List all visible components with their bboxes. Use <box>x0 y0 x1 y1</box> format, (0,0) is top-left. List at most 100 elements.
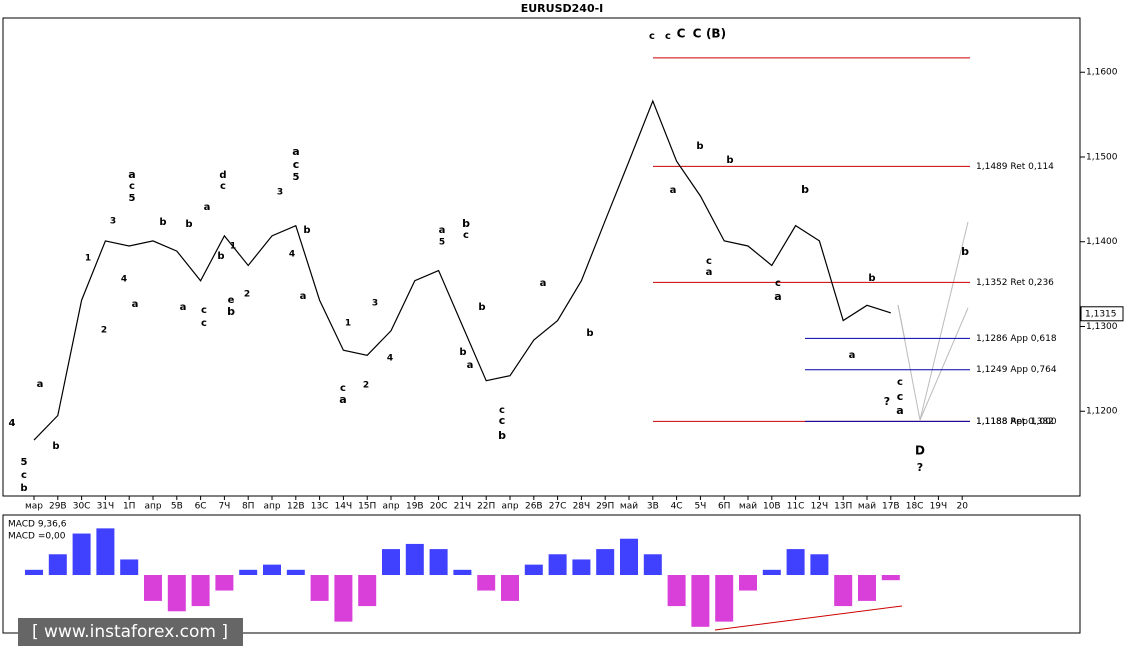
wave-label: c <box>463 230 469 241</box>
wave-label: 2 <box>244 290 250 300</box>
wave-label: 3 <box>277 188 283 198</box>
wave-label: b <box>185 219 192 230</box>
macd-bar <box>286 569 305 575</box>
price-line <box>33 99 891 441</box>
macd-bar <box>382 549 400 575</box>
x-tick-label: 15П <box>358 502 376 512</box>
x-tick-label: 14Ч <box>335 502 353 512</box>
watermark: [ www.instaforex.com ] <box>32 622 228 642</box>
wave-label: b <box>696 141 703 152</box>
x-tick-label: 29В <box>49 502 67 512</box>
x-tick-label: 13П <box>834 502 852 512</box>
wave-label: b <box>462 217 470 230</box>
wave-label: 5 <box>21 457 28 468</box>
macd-bar <box>72 533 91 575</box>
wave-label: c <box>499 405 505 416</box>
macd-bar <box>263 564 281 575</box>
x-tick-label: 20С <box>430 502 448 512</box>
macd-title: MACD 9,36,6 <box>8 520 67 530</box>
wave-label: e <box>228 295 235 306</box>
macd-panel <box>2 514 1081 634</box>
x-tick-label: 1П <box>123 502 136 512</box>
macd-bar <box>48 554 67 575</box>
wave-label: C <box>693 27 702 41</box>
wave-label: b <box>961 245 969 258</box>
wave-label: d <box>219 170 226 181</box>
wave-label: a <box>204 202 211 213</box>
level-label: 1,1286 App 0,618 <box>976 334 1057 344</box>
wave-label: 5 <box>439 238 445 248</box>
projection <box>897 304 906 341</box>
macd-bar <box>144 575 162 601</box>
x-tick-label: 21Ч <box>454 502 472 512</box>
level-label: 1,1489 Ret 0,114 <box>976 162 1054 172</box>
x-tick-label: 19В <box>406 502 424 512</box>
level-label: 1,1188 Ret 0,382 <box>976 417 1054 427</box>
x-tick-label: 12В <box>287 502 305 512</box>
macd-bar <box>429 549 448 575</box>
macd-bar <box>786 549 805 575</box>
wave-label: 3 <box>110 217 116 227</box>
wave-label: b <box>801 183 809 196</box>
x-tick-label: 30С <box>73 502 91 512</box>
current-price-label: 1,1315 <box>1085 309 1117 319</box>
x-tick-label: 11С <box>787 502 805 512</box>
macd-bar <box>191 575 210 607</box>
macd-bar <box>120 559 139 575</box>
x-tick-label: 10В <box>763 502 781 512</box>
macd-bar <box>358 575 377 607</box>
wave-label: c <box>201 318 207 329</box>
x-tick-label: 5В <box>171 502 183 512</box>
macd-bar <box>881 575 900 581</box>
wave-label: b <box>20 483 27 494</box>
x-tick-label: 18С <box>906 502 924 512</box>
wave-label: a <box>439 225 446 236</box>
macd-bar <box>715 575 734 622</box>
wave-label: C <box>677 27 686 41</box>
wave-label: c <box>665 31 671 42</box>
wave-label: ? <box>884 395 890 408</box>
macd-bar <box>739 575 757 591</box>
wave-label: a <box>467 360 474 371</box>
y-tick-label: 1,1500 <box>1086 152 1118 162</box>
macd-bar <box>167 575 186 612</box>
x-tick-label: 3В <box>647 502 659 512</box>
x-tick-label: апр <box>263 502 280 512</box>
wave-label: c <box>201 305 207 316</box>
x-tick-label: 17В <box>882 502 900 512</box>
macd-bar <box>524 564 543 575</box>
x-tick-label: 13С <box>311 502 329 512</box>
macd-bar <box>215 575 234 591</box>
macd-bar <box>310 575 329 601</box>
macd-value: MACD =0,00 <box>8 532 66 542</box>
wave-label: 2 <box>363 381 369 391</box>
x-tick-label: 4С <box>671 502 683 512</box>
wave-label: a <box>180 302 187 313</box>
x-tick-label: апр <box>144 502 161 512</box>
wave-label: b <box>726 155 733 166</box>
wave-label: 1 <box>345 319 351 329</box>
wave-label: a <box>896 404 903 417</box>
x-tick-label: апр <box>501 502 518 512</box>
macd-bar <box>572 559 591 575</box>
macd-bar <box>548 554 567 575</box>
y-tick-label: 1,1600 <box>1086 68 1118 78</box>
level-label: 1,1249 App 0,764 <box>976 365 1057 375</box>
wave-label: 5 <box>293 172 300 183</box>
wave-label: 4 <box>121 275 127 285</box>
wave-label: c <box>220 181 226 192</box>
wave-label: b <box>586 328 593 339</box>
macd-bar <box>334 575 353 622</box>
macd-bar <box>667 575 686 607</box>
y-tick-label: 1,1400 <box>1086 237 1118 247</box>
wave-label: 3 <box>372 299 378 309</box>
x-tick-label: 12Ч <box>811 502 829 512</box>
macd-bar <box>596 549 615 575</box>
wave-label: a <box>774 290 781 303</box>
wave-label: c <box>706 256 712 267</box>
wave-label: a <box>37 379 44 390</box>
wave-label: c <box>775 278 781 289</box>
wave-label: b <box>498 429 506 442</box>
